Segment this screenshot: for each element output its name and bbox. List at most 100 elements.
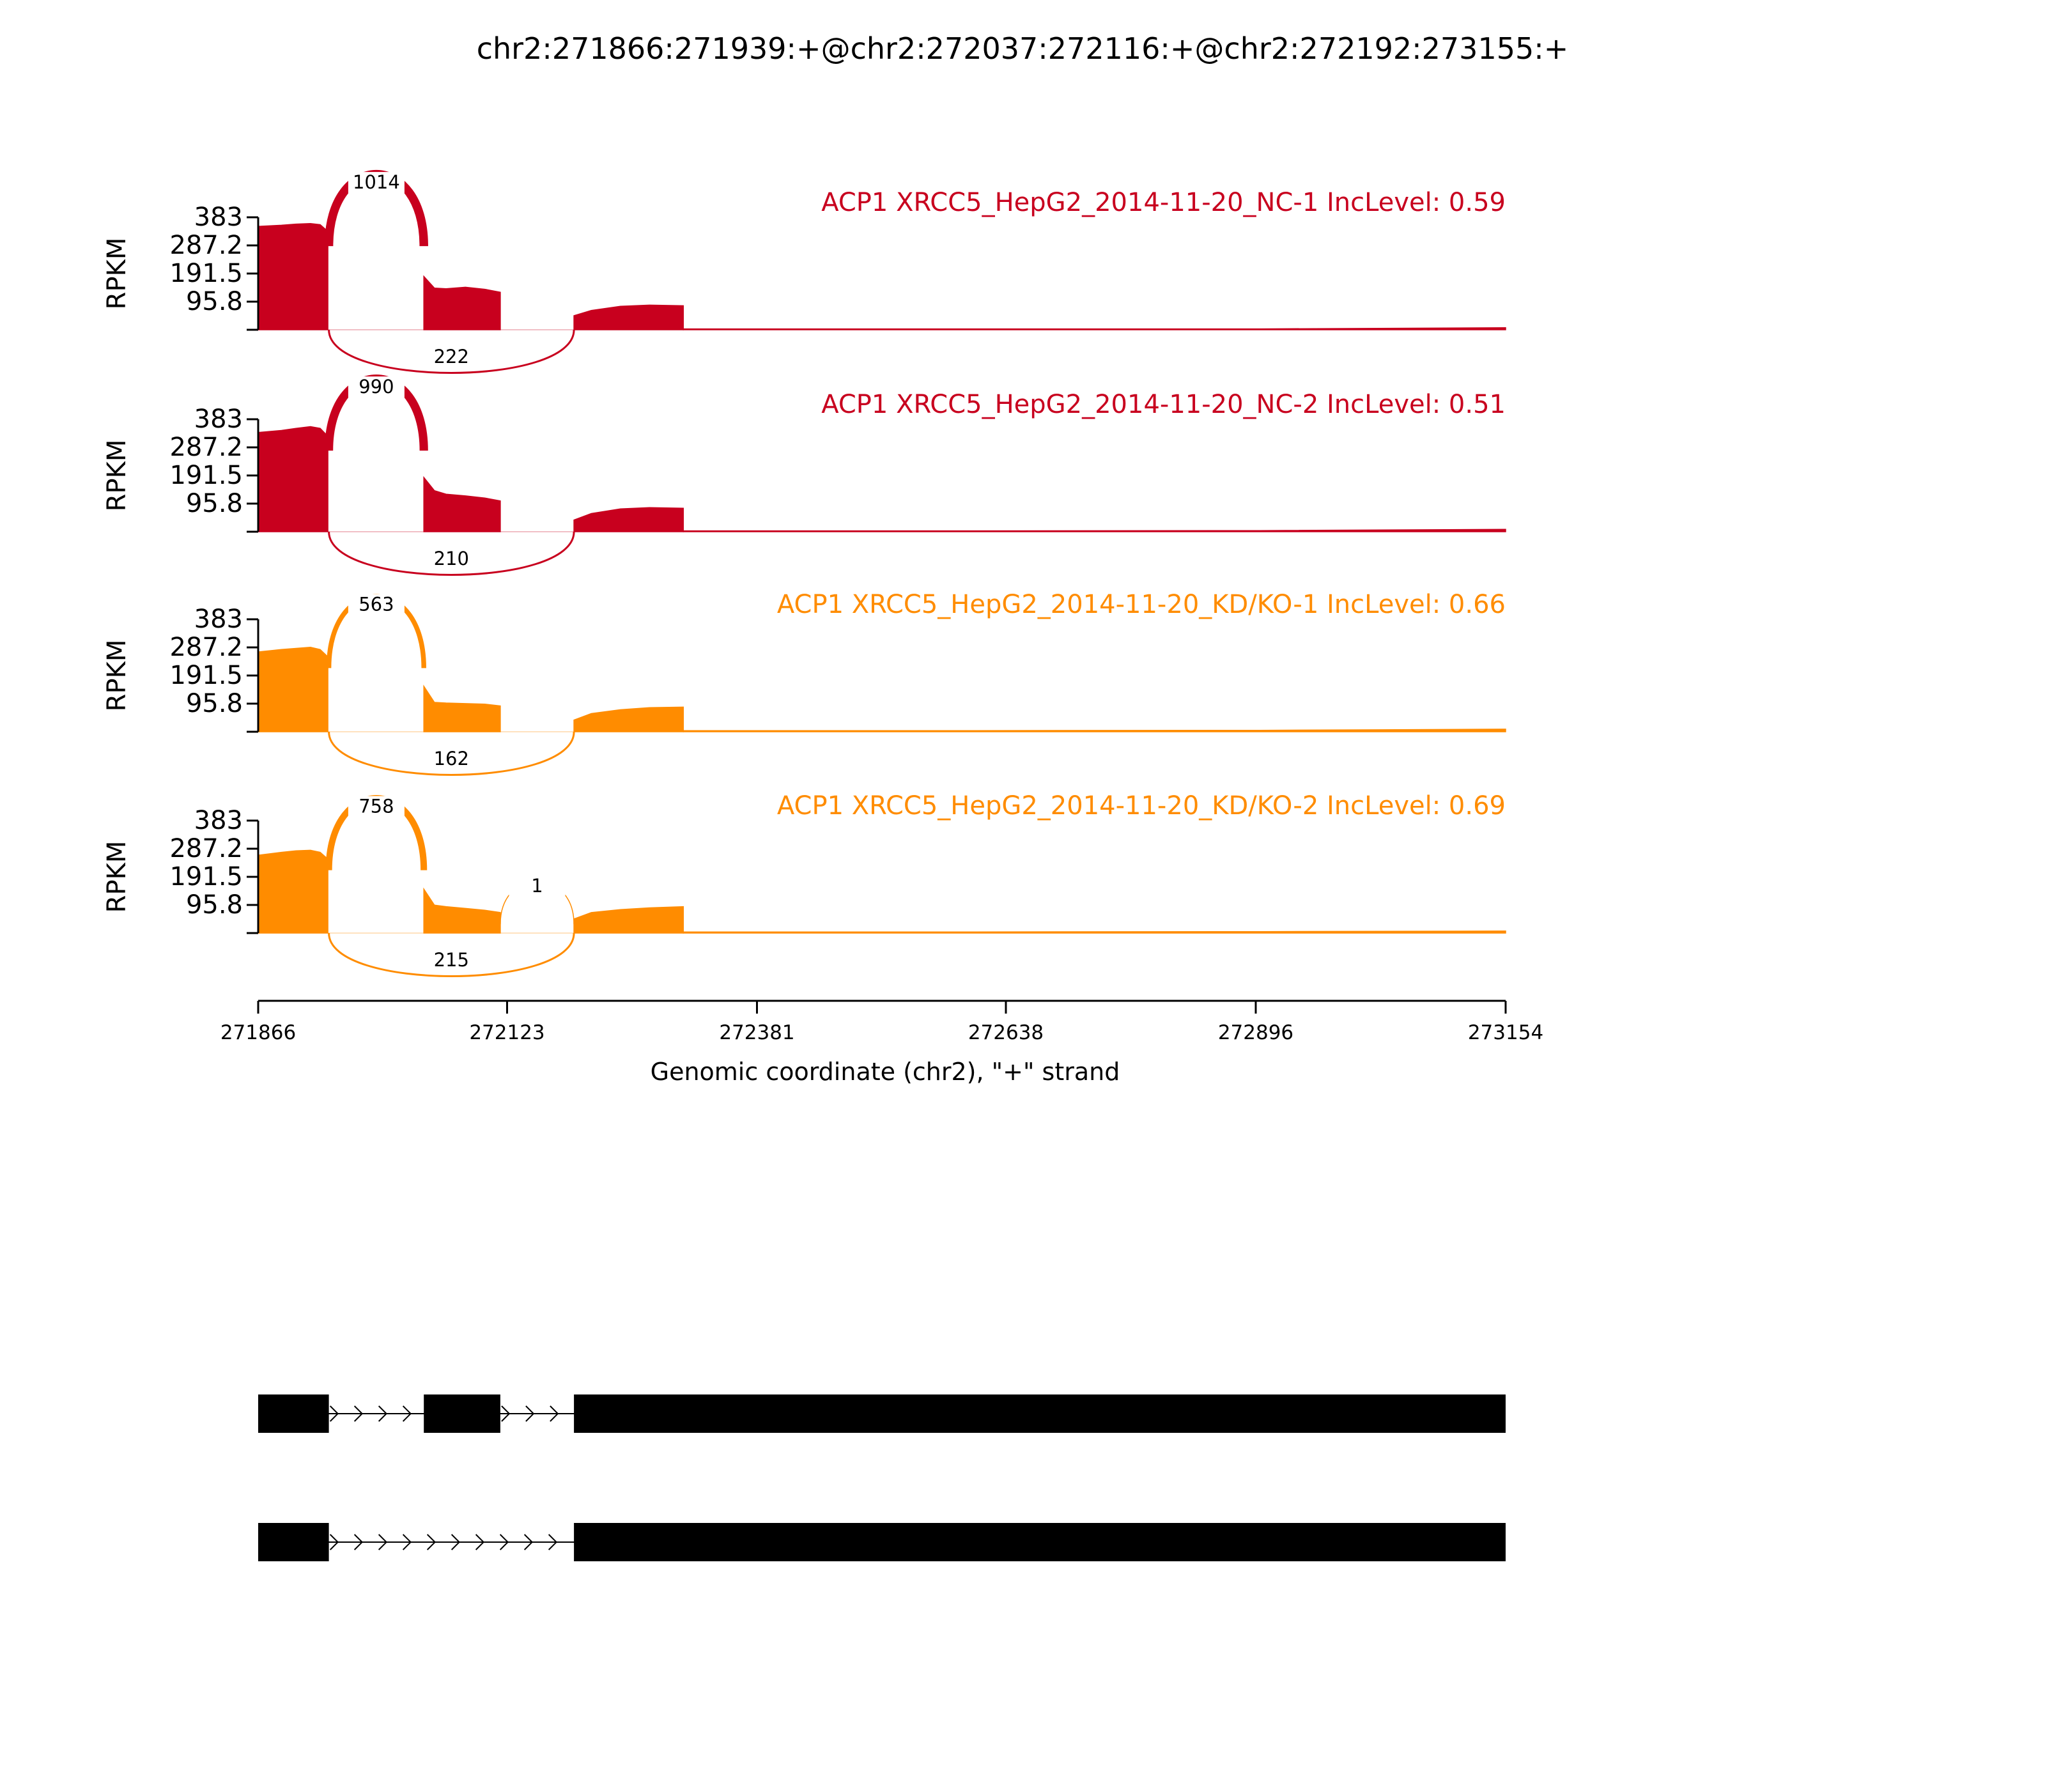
y-tick-label: 383	[194, 605, 243, 634]
y-tick-label: 95.8	[186, 287, 243, 316]
junction-count-label: 758	[359, 796, 394, 817]
exon-block	[574, 1394, 1506, 1433]
y-tick-label: 383	[194, 405, 243, 434]
strand-arrow	[353, 1534, 364, 1550]
strand-arrow	[402, 1534, 412, 1550]
exon-block	[574, 1523, 1506, 1561]
track-label: ACP1 XRCC5_HepG2_2014-11-20_KD/KO-2 IncL…	[777, 791, 1506, 821]
strand-arrow	[353, 1405, 364, 1422]
strand-arrow	[550, 1405, 559, 1422]
y-tick-label: 191.5	[169, 862, 243, 892]
strand-arrow	[475, 1534, 485, 1550]
x-tick-label: 272381	[719, 1021, 794, 1044]
strand-arrow	[523, 1534, 534, 1550]
chart-title: chr2:271866:271939:+@chr2:272037:272116:…	[477, 31, 1569, 66]
junction-count-label: 563	[359, 593, 394, 615]
exon-block	[258, 1394, 329, 1433]
coverage-segment	[573, 906, 684, 934]
junction-label-bg	[423, 748, 480, 770]
y-tick-label: 383	[194, 203, 243, 232]
y-axis-label: RPKM	[102, 238, 132, 310]
isoform-1	[258, 1394, 1506, 1433]
junction-label-bg	[348, 796, 405, 818]
x-axis: 271866 272123 272381 272638 272896 273154	[220, 1000, 1543, 1044]
strand-arrow	[499, 1534, 509, 1550]
junction-count-label: 162	[434, 748, 469, 769]
coverage-segment	[573, 304, 684, 330]
y-tick-label: 95.8	[186, 689, 243, 718]
y-tick-label: 95.8	[186, 890, 243, 920]
junction-count-label: 215	[434, 949, 469, 971]
junction-count-label: 1014	[353, 171, 400, 193]
strand-arrow	[548, 1534, 558, 1550]
x-tick-label: 272638	[968, 1021, 1044, 1044]
strand-arrow	[329, 1534, 339, 1550]
track-label: ACP1 XRCC5_HepG2_2014-11-20_KD/KO-1 IncL…	[777, 590, 1506, 619]
coverage-segment	[258, 646, 328, 732]
junction-label-bg	[423, 548, 480, 570]
track-label: ACP1 XRCC5_HepG2_2014-11-20_NC-2 IncLeve…	[821, 390, 1506, 419]
junction-count-label: 990	[359, 376, 394, 398]
coverage-segment	[683, 931, 1506, 934]
strand-arrow	[329, 1405, 339, 1422]
strand-arrow	[426, 1534, 436, 1550]
junction-count-label: 210	[434, 548, 469, 569]
y-tick-label: 95.8	[186, 489, 243, 518]
exon-block	[424, 1394, 500, 1433]
coverage-segment	[423, 684, 501, 732]
x-tick-label: 272896	[1218, 1021, 1293, 1044]
x-tick-label: 273154	[1468, 1021, 1543, 1044]
strand-arrow	[501, 1405, 511, 1422]
coverage-segment	[423, 887, 501, 934]
junction-arc	[328, 329, 575, 374]
junction-label-bg	[348, 594, 405, 616]
coverage-segment	[258, 849, 328, 934]
y-axis-label: RPKM	[102, 440, 132, 512]
junction-arc	[328, 531, 575, 576]
isoform-2	[258, 1523, 1506, 1561]
strand-arrow	[378, 1534, 388, 1550]
y-tick-label: 287.2	[169, 231, 243, 260]
junction-label-bg	[423, 346, 480, 368]
junction-label-bg	[423, 950, 480, 971]
y-tick-label: 191.5	[169, 259, 243, 288]
coverage-segment	[573, 706, 684, 732]
strand-arrow	[525, 1405, 535, 1422]
junction-label-bg	[348, 172, 405, 194]
junction-label-bg	[509, 876, 566, 898]
isoform-models	[258, 1394, 1506, 1561]
junction-arc	[328, 932, 575, 977]
y-tick-label: 191.5	[169, 461, 243, 490]
y-axis-label: RPKM	[102, 640, 132, 712]
track-label: ACP1 XRCC5_HepG2_2014-11-20_NC-1 IncLeve…	[821, 188, 1506, 217]
y-tick-label: 383	[194, 806, 243, 835]
y-tick-label: 287.2	[169, 834, 243, 863]
junction-count-label: 222	[434, 346, 469, 367]
exon-block	[258, 1523, 329, 1561]
coverage-segment	[423, 275, 501, 330]
x-axis-label: Genomic coordinate (chr2), "+" strand	[651, 1058, 1120, 1086]
coverage-segment	[683, 327, 1506, 330]
junction-label-bg	[348, 376, 405, 399]
strand-arrow	[451, 1534, 461, 1550]
x-tick-label: 272123	[469, 1021, 544, 1044]
coverage-segment	[258, 426, 328, 532]
coverage-segment	[683, 529, 1506, 532]
y-tick-label: 287.2	[169, 633, 243, 662]
strand-arrow	[402, 1405, 412, 1422]
coverage-segment	[683, 729, 1506, 732]
coverage-segment	[423, 475, 501, 532]
strand-arrow	[378, 1405, 388, 1422]
junction-count-label: 1	[531, 875, 543, 897]
y-tick-label: 287.2	[169, 433, 243, 462]
coverage-segment	[573, 507, 684, 532]
junction-arc	[328, 731, 575, 776]
x-tick-label: 271866	[220, 1021, 296, 1044]
